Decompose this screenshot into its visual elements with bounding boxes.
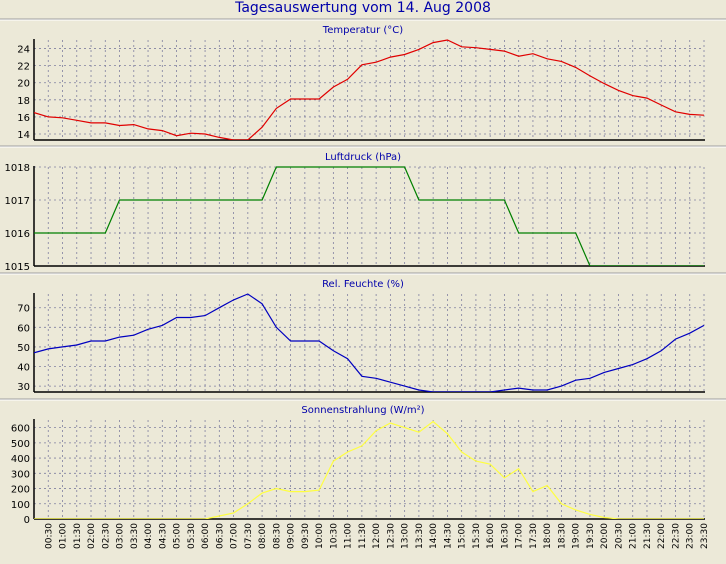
x-tick-label: 12:30 (386, 523, 396, 549)
x-tick-label: 21:00 (629, 523, 639, 549)
series-line (34, 39, 705, 140)
series-line (34, 420, 704, 519)
y-tick-label: 500 (11, 439, 30, 450)
x-tick-label: 11:30 (358, 523, 368, 549)
y-tick-label: 22 (17, 62, 30, 73)
chart-title: Temperatur (°C) (322, 25, 403, 36)
x-tick-label: 14:00 (429, 523, 439, 549)
series-line (34, 293, 705, 392)
x-tick-label: 22:00 (657, 523, 667, 549)
x-tick-label: 03:00 (116, 523, 126, 549)
y-tick-label: 400 (11, 454, 30, 465)
x-tick-label: 08:00 (258, 523, 268, 549)
y-tick-label: 1017 (5, 196, 30, 207)
chart-panel-1: Temperatur (°C) 14 16 18 20 22 24 (0, 18, 726, 141)
x-tick-label: 02:00 (87, 523, 97, 549)
y-tick-label: 60 (17, 323, 30, 334)
page-title: Tagesauswertung vom 14. Aug 2008 (235, 0, 491, 16)
x-tick-label: 07:30 (244, 523, 254, 549)
x-tick-label: 21:30 (643, 523, 653, 549)
x-tick-label: 17:00 (515, 523, 525, 549)
x-tick-label: 04:00 (144, 523, 154, 549)
y-tick-label: 70 (17, 304, 30, 315)
y-tick-label: 18 (17, 96, 30, 107)
series-line (34, 166, 704, 266)
x-tick-label: 07:00 (230, 523, 240, 549)
y-tick-label: 1016 (5, 229, 30, 240)
x-tick-label: 20:00 (600, 523, 610, 549)
x-tick-label: 16:00 (486, 523, 496, 549)
chart-title: Sonnenstrahlung (W/m²) (301, 405, 424, 416)
chart-title: Rel. Feuchte (%) (322, 279, 404, 290)
chart-panel-3: Rel. Feuchte (%) 30 40 50 60 70 (0, 272, 726, 393)
x-tick-label: 00:30 (44, 523, 54, 549)
x-tick-label: 18:00 (543, 523, 553, 549)
x-tick-label: 11:00 (344, 523, 354, 549)
x-tick-label: 19:00 (572, 523, 582, 549)
y-tick-label: 600 (11, 424, 30, 435)
chart-title: Luftdruck (hPa) (325, 152, 401, 163)
x-tick-label: 02:30 (101, 523, 111, 549)
x-tick-label: 20:30 (614, 523, 624, 549)
x-tick-label: 16:30 (500, 523, 510, 549)
x-tick-label: 15:00 (458, 523, 468, 549)
x-tick-label: 13:30 (415, 523, 425, 549)
y-tick-label: 300 (11, 469, 30, 480)
x-tick-label: 15:30 (472, 523, 482, 549)
x-tick-label: 08:30 (272, 523, 282, 549)
y-tick-label: 0 (24, 515, 30, 526)
x-tick-label: 23:00 (686, 523, 696, 549)
y-tick-label: 30 (17, 382, 30, 393)
y-tick-label: 50 (17, 343, 30, 354)
x-tick-label: 12:00 (372, 523, 382, 549)
x-tick-label: 05:00 (173, 523, 183, 549)
x-tick-label: 18:30 (557, 523, 567, 549)
x-tick-label: 09:30 (301, 523, 311, 549)
x-tick-label: 01:30 (73, 523, 83, 549)
x-tick-label: 17:30 (529, 523, 539, 549)
y-tick-label: 1015 (5, 262, 30, 273)
x-tick-label: 06:30 (215, 523, 225, 549)
y-tick-label: 40 (17, 363, 30, 374)
chart-panel-2: Luftdruck (hPa) 1015 1016 1017 1018 (0, 145, 726, 273)
x-tick-label: 14:30 (443, 523, 453, 549)
x-tick-label: 10:30 (329, 523, 339, 549)
x-tick-label: 10:00 (315, 523, 325, 549)
y-tick-label: 20 (17, 79, 30, 90)
x-tick-label: 01:00 (59, 523, 69, 549)
x-tick-label: 13:00 (401, 523, 411, 549)
x-tick-label: 19:30 (586, 523, 596, 549)
chart-panel-4: Sonnenstrahlung (W/m²) 0 100 200 300 400 500 60… (0, 398, 726, 549)
y-tick-label: 14 (17, 130, 30, 141)
y-tick-label: 16 (17, 113, 30, 124)
y-tick-label: 1018 (5, 163, 30, 174)
x-tick-label: 09:00 (287, 523, 297, 549)
x-tick-label: 03:30 (130, 523, 140, 549)
y-tick-label: 24 (17, 45, 30, 56)
y-tick-label: 100 (11, 500, 30, 511)
x-tick-label: 05:30 (187, 523, 197, 549)
x-tick-label: 06:00 (201, 523, 211, 549)
x-tick-label: 04:30 (158, 523, 168, 549)
x-tick-label: 23:30 (700, 523, 710, 549)
y-tick-label: 200 (11, 485, 30, 496)
x-tick-label: 22:30 (671, 523, 681, 549)
